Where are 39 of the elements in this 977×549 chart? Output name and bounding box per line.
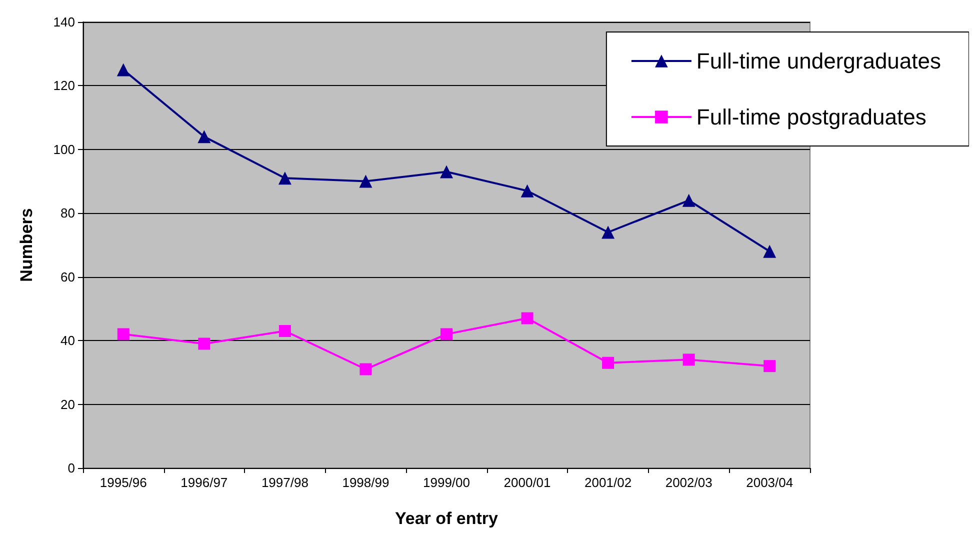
x-tick-label: 2001/02 <box>584 475 632 490</box>
point <box>521 312 534 324</box>
point <box>764 360 776 372</box>
point <box>116 63 130 76</box>
x-tick-label: 2003/04 <box>746 475 794 490</box>
x-tick-label: 2002/03 <box>665 475 712 490</box>
point <box>278 325 291 338</box>
y-tick-label: 120 <box>53 78 75 94</box>
legend-label: Full-time postgraduates <box>696 104 926 130</box>
x-tick-label: 1998/99 <box>342 475 390 490</box>
point <box>682 194 696 207</box>
point <box>602 226 615 239</box>
y-tick-label: 40 <box>60 333 75 348</box>
legend-label: Full-time undergraduates <box>696 48 942 74</box>
y-tick-label: 140 <box>53 14 75 30</box>
point <box>117 328 130 340</box>
point <box>359 174 372 188</box>
point <box>278 172 292 185</box>
point <box>198 338 210 350</box>
y-tick-label: 20 <box>60 396 75 412</box>
point <box>360 363 372 376</box>
x-tick-label: 1996/97 <box>180 475 228 490</box>
x-tick-label: 1995/96 <box>100 475 147 490</box>
point <box>520 184 534 198</box>
y-tick-label: 80 <box>60 206 75 221</box>
point <box>440 328 452 340</box>
x-tick-label: 2000/01 <box>504 475 551 490</box>
x-axis-title: Year of entry <box>395 509 499 528</box>
x-tick-label: 1999/00 <box>423 475 470 490</box>
x-tick-label: 1997/98 <box>261 475 308 490</box>
point <box>682 354 695 366</box>
point <box>763 244 776 258</box>
y-tick-label: 60 <box>60 269 75 284</box>
y-tick-label: 100 <box>53 142 75 157</box>
point <box>602 356 614 369</box>
y-axis-title: Numbers <box>17 208 36 282</box>
point <box>440 165 453 178</box>
y-tick-label: 0 <box>68 460 75 476</box>
point <box>198 130 211 144</box>
